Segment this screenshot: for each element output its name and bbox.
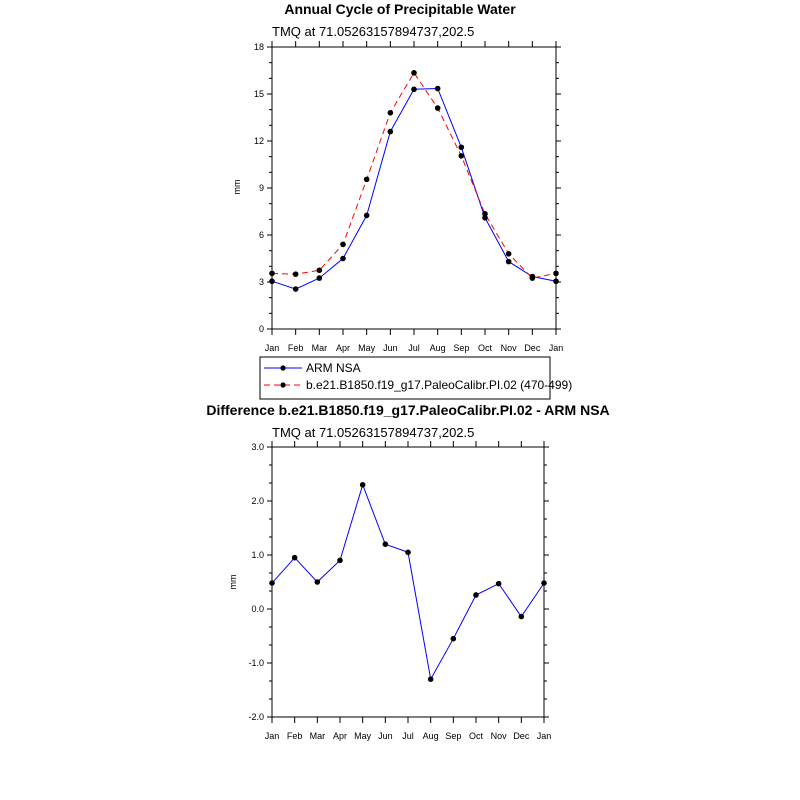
chart1-xtick-label: May <box>358 343 376 353</box>
chart2-series-0-point <box>314 579 321 585</box>
chart2-xtick-label: Aug <box>423 731 439 741</box>
legend-label-model: b.e21.B1850.f19_g17.PaleoCalibr.PI.02 (4… <box>306 378 572 392</box>
chart1-xtick-label: Jan <box>265 343 280 353</box>
chart1-series-1-point <box>292 271 299 277</box>
chart2-xtick-label: Mar <box>310 731 326 741</box>
chart2-ylabel: mm <box>228 575 238 590</box>
chart2-series-0-point <box>427 676 434 682</box>
chart1-xtick-label: Dec <box>524 343 541 353</box>
chart1-ytick-label: 3 <box>259 277 264 287</box>
chart1-xtick-label: Sep <box>453 343 469 353</box>
chart1-series-0-point <box>411 86 417 93</box>
chart1-xtick-label: Nov <box>501 343 518 353</box>
chart2-ytick-label: -2.0 <box>248 712 264 722</box>
chart2-xtick-label: Dec <box>513 731 530 741</box>
chart2-ytick-label: 3.0 <box>251 442 264 452</box>
chart1-series-1-point <box>363 176 370 183</box>
chart1-xtick-label: Jan <box>549 343 564 353</box>
chart2-xtick-label: Jul <box>402 731 414 741</box>
chart1-series-1-point <box>482 211 488 217</box>
chart1-ytick-label: 12 <box>254 136 264 146</box>
legend-label-arm-nsa: ARM NSA <box>306 361 361 375</box>
chart2-series-0-point <box>291 554 298 561</box>
chart1-series-1-point <box>411 70 417 76</box>
chart2-ytick-label: -1.0 <box>248 658 264 668</box>
chart1-series-0-point <box>434 85 441 92</box>
chart2-xtick-label: Jun <box>378 731 393 741</box>
chart1-series-1-point <box>387 110 394 116</box>
chart1-series-1-point <box>505 251 512 257</box>
chart1-series-0-point <box>387 128 394 135</box>
legend-marker-model <box>280 382 286 388</box>
chart2-xtick-label: May <box>354 731 372 741</box>
chart1-ytick-label: 15 <box>254 89 264 99</box>
chart1-series-0-point <box>316 275 323 281</box>
chart2-series-0-point <box>269 580 275 586</box>
chart2-subtitle: TMQ at 71.05263157894737,202.5 <box>272 425 474 440</box>
chart1-series-1-point <box>529 275 536 281</box>
chart1-series-0-point <box>363 212 370 219</box>
chart1-series-1-point <box>269 270 275 277</box>
chart1-series-1-point <box>434 105 441 111</box>
chart1-xtick-label: Jun <box>383 343 398 353</box>
chart1-series-1-point <box>340 241 346 248</box>
chart1-series-0-point <box>553 278 559 285</box>
chart1-series-0-point <box>269 278 275 285</box>
chart2-xtick-label: Sep <box>445 731 461 741</box>
chart1-xtick-label: Oct <box>478 343 493 353</box>
chart1-xtick-label: Apr <box>336 343 350 353</box>
chart1-title: Annual Cycle of Precipitable Water <box>284 1 516 17</box>
chart2-ytick-label: 1.0 <box>251 550 264 560</box>
chart2-xtick-label: Feb <box>287 731 303 741</box>
chart2-series-0-point <box>541 580 547 586</box>
chart1-series-0-point <box>505 258 512 265</box>
chart2-series-0-point <box>495 580 502 587</box>
chart1-series-line-1 <box>271 71 557 279</box>
chart2-xtick-label: Jan <box>537 731 552 741</box>
chart1-ytick-label: 18 <box>254 42 264 52</box>
chart1-series-1-point <box>458 153 465 159</box>
chart1-xtick-label: Aug <box>430 343 446 353</box>
chart2-series-line-0 <box>271 483 545 681</box>
chart1-series-0-point <box>458 144 465 151</box>
chart1-xtick-label: Feb <box>288 343 304 353</box>
chart1-series-1-point <box>316 267 323 274</box>
chart1-ytick-label: 6 <box>259 230 264 240</box>
chart1-ytick-label: 9 <box>259 183 264 193</box>
chart2-ytick-label: 0.0 <box>251 604 264 614</box>
chart2-plot-frame <box>271 446 545 718</box>
chart2-series-0-point <box>382 541 389 547</box>
chart1-legend-box <box>259 356 551 400</box>
chart2-xtick-label: Apr <box>333 731 347 741</box>
chart1-series-0-point <box>340 255 346 262</box>
chart2-ytick-label: 2.0 <box>251 496 264 506</box>
chart1-subtitle: TMQ at 71.05263157894737,202.5 <box>272 24 474 39</box>
legend-marker-arm-nsa <box>280 365 286 371</box>
chart2-title: Difference b.e21.B1850.f19_g17.PaleoCali… <box>206 402 609 418</box>
chart1-ylabel: mm <box>232 180 242 195</box>
chart1-ytick-label: 0 <box>259 324 264 334</box>
chart1-series-0-point <box>482 214 488 221</box>
chart1-xtick-label: Jul <box>408 343 420 353</box>
chart1-series-0-point <box>292 286 299 292</box>
chart1-xtick-label: Mar <box>312 343 328 353</box>
chart2-series-0-point <box>337 557 343 564</box>
chart2-xtick-label: Jan <box>265 731 280 741</box>
chart2-series-0-point <box>450 635 457 642</box>
chart2-series-0-point <box>473 592 479 598</box>
chart2-series-0-point <box>359 482 366 488</box>
chart2-xtick-label: Oct <box>469 731 484 741</box>
chart2-series-0-point <box>405 549 411 556</box>
chart2-series-0-point <box>518 613 525 620</box>
chart2-xtick-label: Nov <box>491 731 508 741</box>
chart1-series-1-point <box>553 270 559 277</box>
